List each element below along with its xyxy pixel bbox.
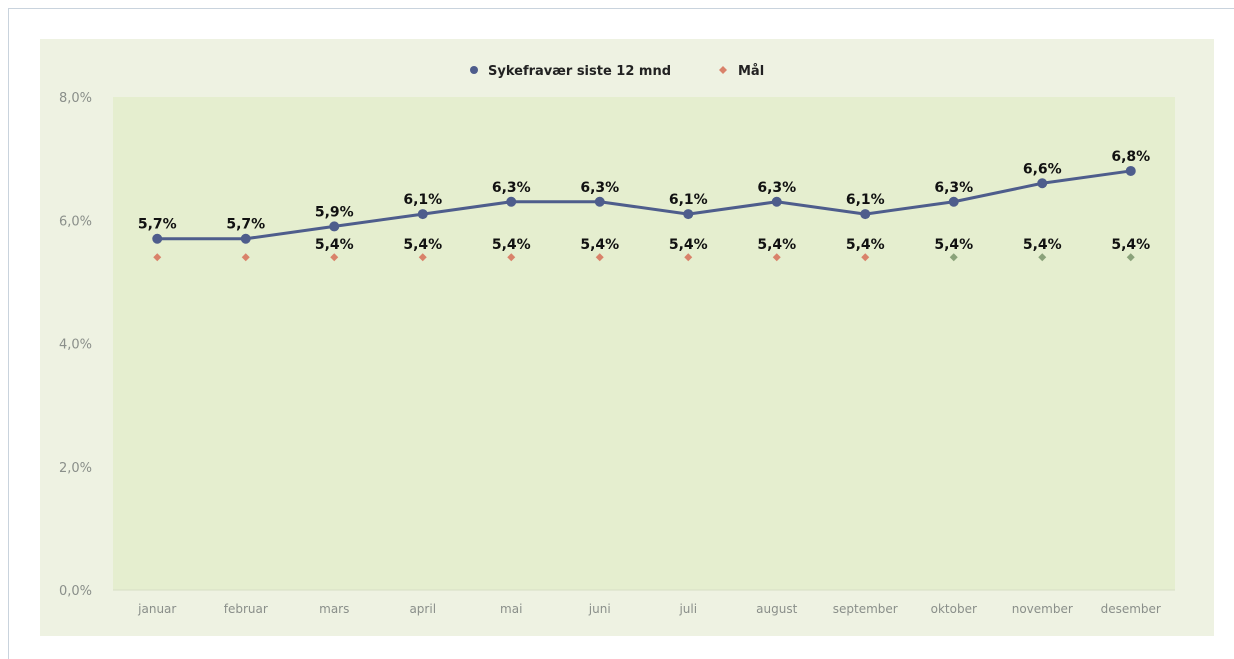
target-data-label: 5,4% — [669, 237, 708, 253]
y-tick-label: 0,0% — [59, 584, 92, 599]
x-tick-label: august — [756, 602, 797, 616]
sick-leave-data-label: 6,3% — [757, 180, 796, 196]
legend: Sykefravær siste 12 mnd Mål — [470, 64, 764, 79]
x-tick-label: januar — [137, 602, 176, 616]
sick-leave-data-label: 6,3% — [934, 180, 973, 196]
target-marker — [949, 253, 958, 262]
x-tick-label: september — [833, 602, 898, 616]
sick-leave-point — [860, 209, 871, 220]
target-marker — [861, 253, 870, 262]
sick-leave-data-label: 6,3% — [492, 180, 531, 196]
target-marker — [153, 253, 162, 262]
target-marker — [772, 253, 781, 262]
series-layer: 5,4% 5,4% 5,4% 5,4% 5,4% 5,4% 5,4% 5,4% 5,4% 5,4%… — [138, 149, 1150, 262]
target-marker — [241, 253, 250, 262]
target-data-label: 5,4% — [1023, 237, 1062, 253]
x-tick-label: desember — [1101, 602, 1161, 616]
target-data-label: 5,4% — [757, 237, 796, 253]
legend-label: Mål — [738, 64, 764, 79]
target-marker — [595, 253, 604, 262]
target-data-label: 5,4% — [1111, 237, 1150, 253]
x-tick-label: juli — [678, 602, 697, 616]
sick-leave-point — [329, 221, 340, 232]
sick-leave-point — [683, 209, 694, 220]
target-data-label: 5,4% — [492, 237, 531, 253]
target-marker — [418, 253, 427, 262]
y-tick-label: 4,0% — [59, 338, 92, 353]
x-tick-label: juni — [588, 602, 611, 616]
sick-leave-data-label: 6,1% — [403, 192, 442, 208]
sick-leave-data-label: 6,6% — [1023, 161, 1062, 177]
sick-leave-data-label: 6,1% — [669, 192, 708, 208]
target-marker — [330, 253, 339, 262]
sick-leave-point — [771, 196, 782, 207]
target-marker — [1126, 253, 1135, 262]
sick-leave-point — [948, 196, 959, 207]
sick-leave-point — [1037, 178, 1048, 189]
sick-leave-point — [594, 196, 605, 207]
legend-label: Sykefravær siste 12 mnd — [488, 64, 671, 79]
target-marker — [1038, 253, 1047, 262]
sick-leave-point — [417, 209, 428, 220]
sick-leave-data-label: 5,7% — [226, 217, 265, 233]
plot-area — [113, 97, 1175, 590]
x-tick-label: april — [409, 602, 436, 616]
target-data-label: 5,4% — [580, 237, 619, 253]
legend-marker-circle — [470, 66, 478, 74]
target-marker — [507, 253, 516, 262]
sick-leave-data-label: 5,9% — [315, 204, 354, 220]
target-data-label: 5,4% — [315, 237, 354, 253]
x-tick-label: februar — [224, 602, 268, 616]
sick-leave-data-label: 6,1% — [846, 192, 885, 208]
y-axis-ticks: 0,0% 2,0% 4,0% 6,0% 8,0% — [59, 91, 92, 599]
sick-leave-point — [1125, 165, 1136, 176]
legend-marker-diamond — [719, 66, 727, 74]
target-data-label: 5,4% — [403, 237, 442, 253]
x-tick-label: oktober — [931, 602, 977, 616]
sick-leave-data-label: 6,8% — [1111, 149, 1150, 165]
sick-leave-data-label: 6,3% — [580, 180, 619, 196]
target-data-label: 5,4% — [846, 237, 885, 253]
sick-leave-point — [240, 233, 251, 244]
y-tick-label: 8,0% — [59, 91, 92, 106]
sick-leave-data-label: 5,7% — [138, 217, 177, 233]
sick-leave-point — [152, 233, 163, 244]
x-tick-label: november — [1012, 602, 1073, 616]
sick-leave-series-line — [157, 169, 1131, 241]
target-data-label: 5,4% — [934, 237, 973, 253]
x-axis-ticks: januar februar mars april mai juni juli august s… — [137, 602, 1161, 616]
y-tick-label: 2,0% — [59, 461, 92, 476]
target-marker — [684, 253, 693, 262]
sick-leave-point — [506, 196, 517, 207]
y-tick-label: 6,0% — [59, 214, 92, 229]
x-tick-label: mars — [319, 602, 349, 616]
x-tick-label: mai — [500, 602, 522, 616]
